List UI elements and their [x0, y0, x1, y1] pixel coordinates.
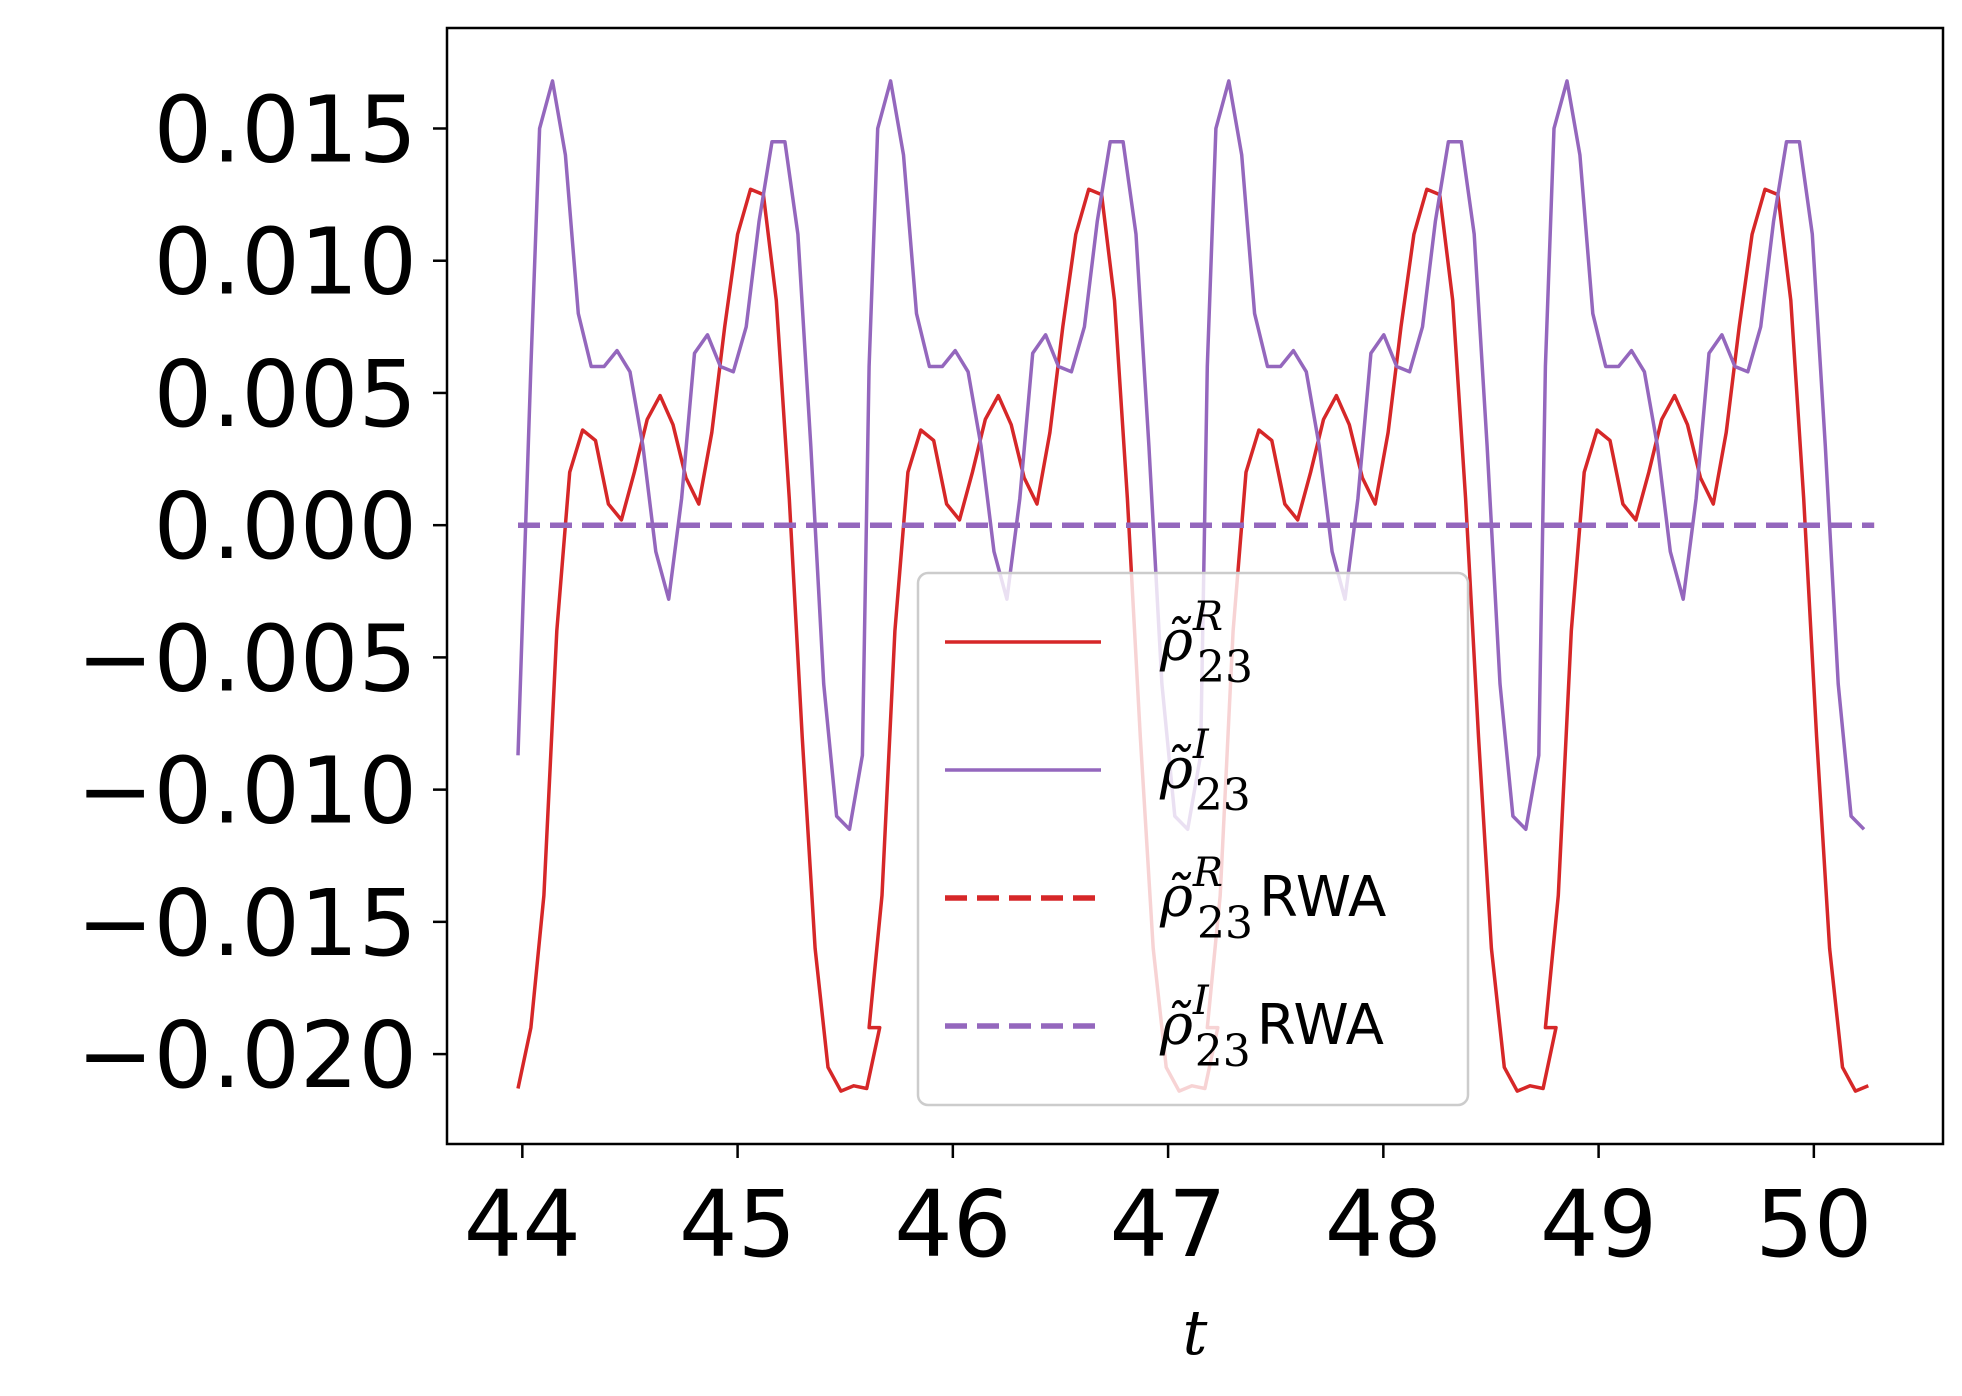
y-axis: 0.015 0.010 0.005 0.000 −0.005 −0.010 −0.015 −0… — [77, 76, 447, 1109]
y-tick-label: −0.020 — [77, 1002, 417, 1109]
legend-label: ρ̃I 23 — [1159, 722, 1251, 821]
x-tick-label: 49 — [1540, 1171, 1657, 1278]
plot-frame — [445, 26, 1945, 1146]
x-tick-label: 50 — [1755, 1171, 1872, 1278]
legend-label: ρ̃I 23 RWA — [1159, 978, 1384, 1077]
legend-label: ρ̃R 23 RWA — [1159, 850, 1386, 949]
x-tick-label: 48 — [1325, 1171, 1442, 1278]
x-tick-label: 45 — [679, 1171, 796, 1278]
x-axis: 44 45 46 47 48 49 50 — [464, 1144, 1872, 1278]
y-tick-label: −0.005 — [77, 605, 417, 712]
y-tick-label: 0.010 — [154, 209, 417, 316]
x-tick-label: 46 — [894, 1171, 1011, 1278]
legend-label: ρ̃R 23 — [1159, 594, 1253, 693]
legend-box — [916, 571, 1470, 1107]
y-tick-label: −0.015 — [77, 870, 417, 977]
x-tick-label: 47 — [1110, 1171, 1227, 1278]
y-tick-label: 0.005 — [154, 341, 417, 448]
x-tick-label: 44 — [464, 1171, 581, 1278]
x-axis-label: t — [1183, 1296, 1208, 1369]
y-tick-label: 0.015 — [154, 76, 417, 183]
y-tick-label: 0.000 — [154, 473, 417, 580]
y-tick-label: −0.010 — [77, 738, 417, 845]
legend: ρ̃R 23 ρ̃I 23 ρ̃R 23 RWA ρ̃I 23 RWA — [916, 571, 1470, 1107]
